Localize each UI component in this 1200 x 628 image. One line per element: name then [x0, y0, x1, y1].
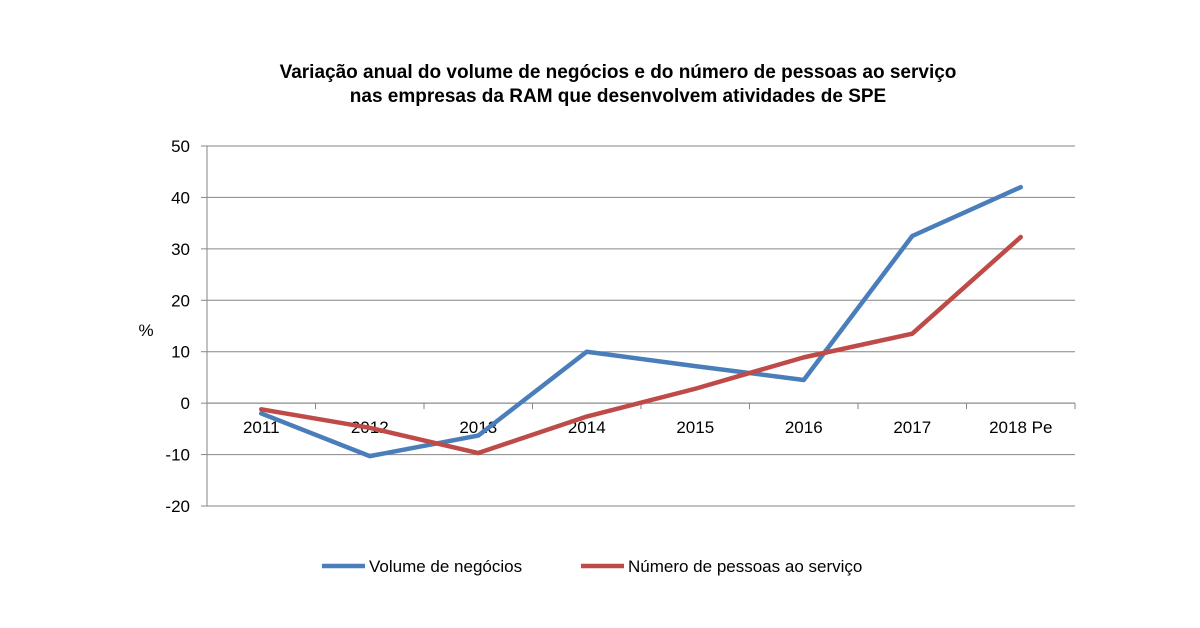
- x-tick-label: 2017: [893, 418, 931, 437]
- x-tick-label: 2014: [568, 418, 606, 437]
- y-tick-label: 40: [171, 188, 190, 207]
- y-axis-label: %: [138, 321, 153, 340]
- x-tick-label: 2013: [459, 418, 497, 437]
- y-tick-labels: 50 40 30 20 10 0 -10 -20: [165, 137, 190, 516]
- x-tick-label: 2011: [243, 418, 280, 437]
- series-line-1: [259, 184, 1023, 459]
- y-tick-label: -10: [165, 446, 190, 465]
- gridlines: [207, 145, 1075, 507]
- y-tick-label: 50: [171, 137, 190, 156]
- chart-title-line-1: Variação anual do volume de negócios e d…: [280, 62, 957, 83]
- series-lines: [259, 184, 1023, 459]
- chart-title-line-2: nas empresas da RAM que desenvolvem ativ…: [350, 86, 886, 107]
- x-tick-label: 2015: [676, 418, 714, 437]
- legend-label-1: Volume de negócios: [369, 557, 522, 576]
- legend-label-2: Número de pessoas ao serviço: [628, 557, 862, 576]
- y-tick-label: -20: [165, 497, 190, 516]
- x-tick-label: 2018 Pe: [989, 418, 1052, 437]
- axes: [201, 145, 1076, 507]
- y-tick-label: 20: [171, 291, 190, 310]
- legend: Volume de negócios Número de pessoas ao s…: [322, 557, 862, 576]
- y-tick-label: 0: [181, 394, 190, 413]
- series-line-2: [259, 234, 1023, 456]
- y-tick-label: 30: [171, 240, 190, 259]
- y-tick-label: 10: [171, 343, 190, 362]
- x-tick-label: 2016: [785, 418, 823, 437]
